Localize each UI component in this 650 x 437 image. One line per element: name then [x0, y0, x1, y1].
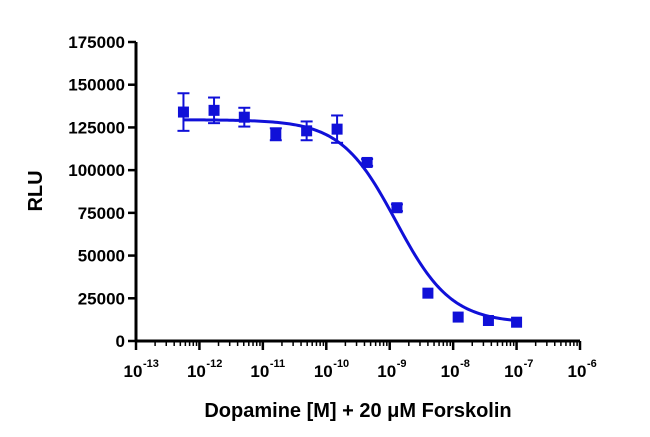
x-tick-label: 10 [124, 362, 143, 381]
data-point [270, 128, 282, 140]
data-point [177, 106, 189, 118]
data-point [301, 125, 313, 137]
x-tick-exponent: -7 [524, 358, 534, 370]
data-points [177, 92, 523, 328]
y-tick-label: 25000 [78, 289, 125, 308]
x-tick-exponent: -8 [460, 358, 470, 370]
data-point [482, 314, 494, 326]
data-point [511, 316, 523, 328]
y-tick-label: 100000 [68, 161, 125, 180]
x-tick-exponent: -13 [143, 358, 159, 370]
x-tick-exponent: -10 [333, 358, 349, 370]
y-tick-label: 125000 [68, 118, 125, 137]
x-tick-label: 10 [377, 362, 396, 381]
y-axis-ticks: 0 25000 50000 75000 100000 125000 150000 175000 [68, 33, 136, 351]
data-point [391, 202, 403, 214]
x-tick-exponent: -9 [397, 358, 407, 370]
y-tick-label: 50000 [78, 247, 125, 266]
data-point [452, 311, 464, 323]
data-point [422, 287, 434, 299]
x-axis-title: Dopamine [M] + 20 μM Forskolin [204, 400, 511, 422]
x-tick-label: 10 [504, 362, 523, 381]
x-tick-label: 10 [441, 362, 460, 381]
x-axis-ticks: 10 -13 10 -12 10 -11 10 -10 10 -9 10 -8 10 -7 10 -6 [124, 341, 597, 381]
data-point [361, 156, 373, 168]
x-tick-label: 10 [250, 362, 269, 381]
y-tick-label: 175000 [68, 33, 125, 52]
y-tick-label: 0 [116, 332, 125, 351]
x-tick-exponent: -12 [206, 358, 222, 370]
data-point [331, 123, 343, 135]
x-tick-exponent: -6 [587, 358, 597, 370]
fit-curve [183, 118, 517, 323]
data-point [208, 104, 220, 116]
y-tick-label: 150000 [68, 76, 125, 95]
x-tick-label: 10 [187, 362, 206, 381]
y-axis-title: RLU [25, 170, 47, 211]
y-tick-label: 75000 [78, 204, 125, 223]
x-tick-exponent: -11 [270, 358, 285, 370]
data-point [238, 111, 250, 123]
x-tick-label: 10 [314, 362, 333, 381]
x-tick-label: 10 [568, 362, 587, 381]
